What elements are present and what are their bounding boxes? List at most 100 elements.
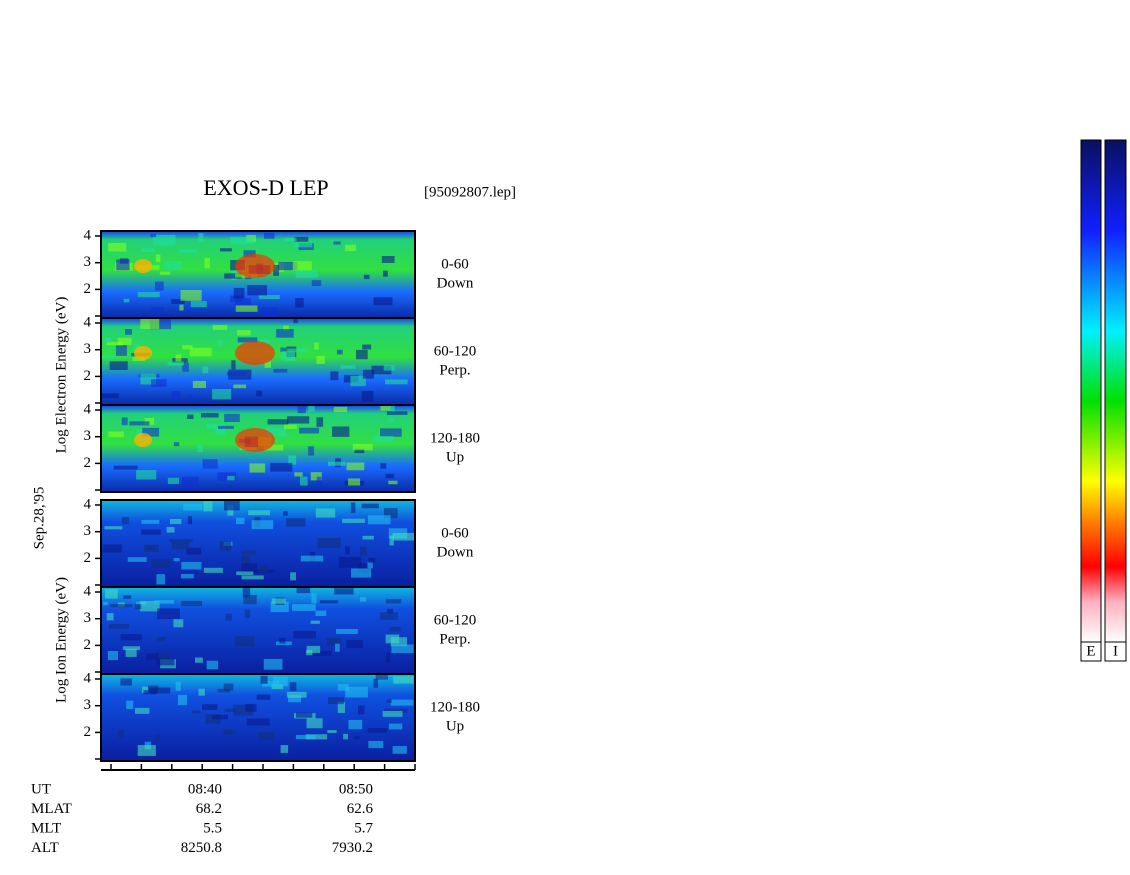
spectrogram-texture [217, 688, 230, 693]
spectrogram-texture [171, 541, 190, 550]
spectrogram-texture [390, 699, 414, 706]
spectrogram-texture [113, 465, 138, 470]
spectrogram-texture [225, 613, 232, 621]
spectrogram-texture [386, 411, 408, 415]
row-value: 7930.2 [332, 840, 373, 856]
spectrogram-texture [120, 633, 142, 641]
spectrogram-texture [211, 714, 228, 720]
spectrogram-texture [249, 463, 266, 473]
spectrogram-texture [306, 718, 323, 729]
spectrogram-texture [206, 660, 219, 670]
spectrogram-texture [300, 555, 324, 562]
spectrogram-texture [345, 244, 356, 252]
spectrogram-texture [380, 463, 387, 469]
spectrogram-texture [278, 261, 298, 271]
spectrogram-texture [359, 596, 367, 602]
panel-label: Up [446, 718, 464, 734]
spectrogram-texture [245, 703, 257, 712]
spectrogram-texture [316, 476, 322, 487]
spectrogram-texture [126, 700, 134, 710]
y-tick-label: 3 [84, 428, 92, 444]
spectrogram-texture [350, 502, 356, 513]
spectrogram-texture [270, 601, 289, 613]
spectrogram-texture [183, 503, 203, 511]
y-tick-label: 2 [84, 550, 92, 566]
y-tick-label: 2 [84, 637, 92, 653]
spectrogram-texture [315, 610, 327, 617]
panel-label: Perp. [439, 362, 470, 378]
spectrogram-texture [257, 732, 275, 740]
spectrogram-texture [273, 264, 280, 276]
spectrogram-texture [156, 636, 166, 641]
spectrogram-feature [134, 346, 152, 360]
spectrogram-texture [263, 658, 283, 670]
spectrogram-texture [182, 476, 199, 488]
spectrogram-texture [379, 612, 398, 620]
spectrogram-texture [181, 562, 202, 570]
spectrogram-texture [235, 636, 255, 647]
spectrogram-texture [308, 446, 315, 456]
spectrogram-texture [340, 365, 356, 369]
spectrogram-texture [122, 646, 141, 651]
spectrogram-texture [338, 556, 362, 568]
spectrogram-texture [388, 723, 403, 730]
spectrogram-texture [150, 379, 167, 388]
spectrogram-texture [218, 425, 234, 429]
spectrogram-texture [121, 417, 128, 426]
panel-label: 0-60 [441, 525, 469, 541]
spectrogram-texture [263, 444, 284, 451]
spectrogram-texture [297, 405, 306, 414]
spectrogram-texture [357, 563, 370, 573]
spectrogram-texture [306, 645, 321, 653]
spectrogram-texture [287, 348, 309, 353]
spectrogram-texture [116, 259, 130, 271]
spectrogram-texture [180, 290, 202, 301]
y-tick-label: 3 [84, 254, 92, 270]
spectrogram-texture [383, 364, 395, 371]
spectrogram-texture [362, 535, 374, 540]
y-tick-label: 2 [84, 281, 92, 297]
spectrogram-feature [134, 259, 152, 273]
spectrogram-texture [289, 682, 297, 691]
colorbar-label: E [1086, 643, 1095, 659]
spectrogram-texture [316, 417, 324, 427]
spectrogram-texture [123, 595, 132, 599]
spectrogram-texture [373, 297, 393, 306]
spectrogram-texture [127, 557, 147, 562]
spectrogram-texture [203, 567, 223, 573]
spectrogram-texture [187, 414, 194, 419]
y-tick-label: 4 [84, 670, 92, 686]
spectrogram-texture [151, 306, 165, 312]
y-tick-label: 3 [84, 610, 92, 626]
panel-label: Down [437, 275, 474, 291]
spectrogram-texture [290, 572, 296, 581]
spectrogram-feature [134, 433, 152, 447]
spectrogram-texture [248, 510, 271, 516]
spectrogram-texture [140, 248, 154, 252]
spectrogram-texture [261, 307, 278, 317]
panel-label: 60-120 [434, 612, 477, 628]
spectrogram-texture [220, 248, 232, 252]
spectrogram-texture [104, 336, 112, 343]
spectrogram-texture [108, 431, 124, 438]
spectrogram-texture [391, 644, 414, 654]
spectrogram-texture [108, 242, 127, 252]
spectrogram-texture [389, 535, 394, 546]
spectrogram-texture [187, 515, 193, 525]
spectrogram-texture [358, 705, 365, 715]
spectrogram-texture [294, 242, 313, 248]
spectrogram-texture [327, 697, 344, 705]
spectrogram-texture [367, 561, 373, 569]
spectrogram-texture [121, 517, 129, 525]
spectrogram-texture [273, 676, 288, 687]
spectrogram-texture [141, 519, 160, 524]
spectrogram-texture [202, 459, 218, 469]
spectrogram-texture [317, 537, 341, 548]
spectrogram-texture [178, 249, 198, 254]
spectrogram-texture [336, 629, 358, 635]
spectrogram-texture [203, 501, 213, 512]
spectrogram-texture [352, 443, 373, 451]
y-tick-label: 3 [84, 341, 92, 357]
spectrogram-texture [362, 344, 372, 350]
spectrogram-texture [244, 609, 250, 618]
